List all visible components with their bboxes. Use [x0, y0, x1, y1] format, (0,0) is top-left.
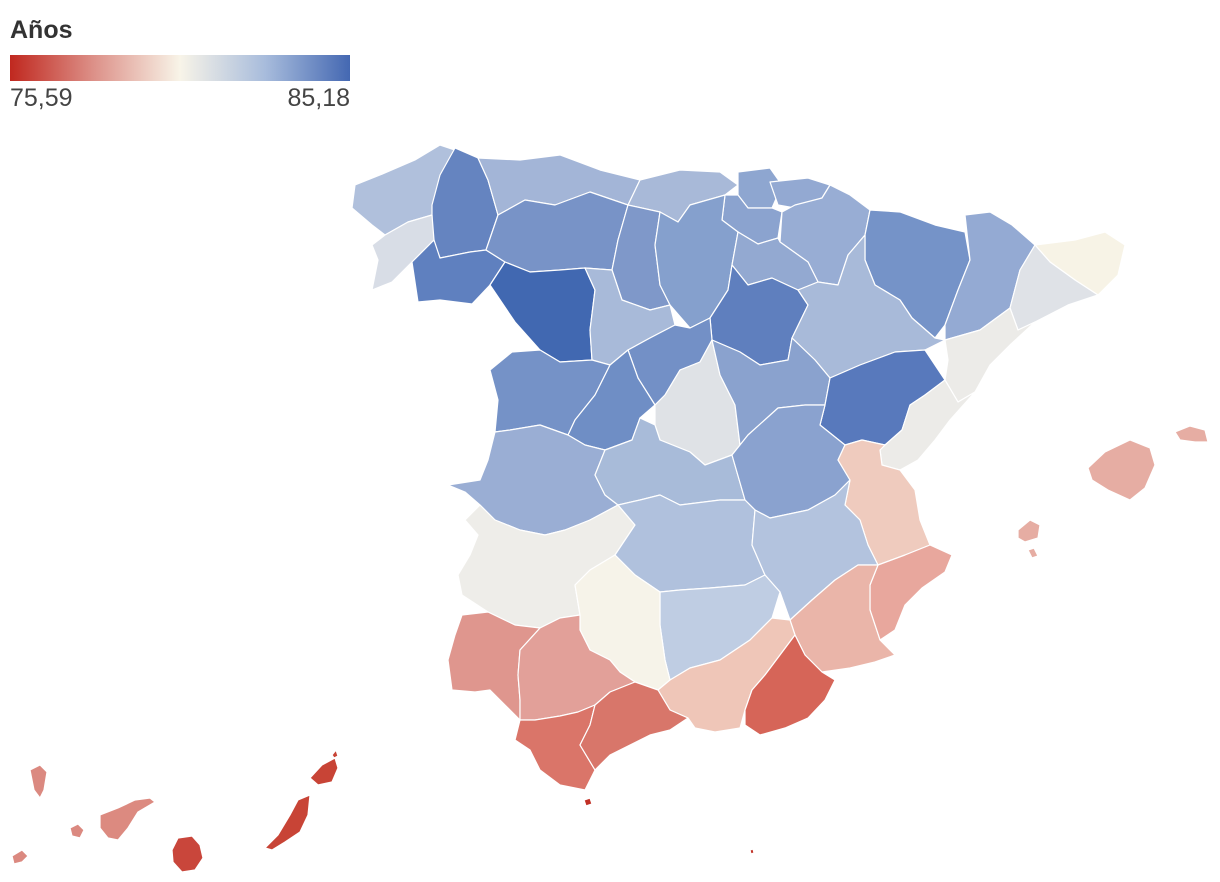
region-lanzarote[interactable] [309, 749, 339, 786]
legend-labels: 75,59 85,18 [10, 84, 350, 114]
region-pontevedra[interactable] [371, 214, 435, 291]
region-tenerife[interactable] [99, 797, 156, 841]
region-gran-canaria[interactable] [171, 835, 204, 873]
legend-color-scale [10, 55, 350, 81]
region-fuerteventura[interactable] [264, 794, 311, 851]
region-menorca[interactable] [1174, 425, 1209, 443]
legend-min-label: 75,59 [10, 84, 73, 112]
legend: Años 75,59 85,18 [10, 14, 350, 114]
region-ceuta[interactable] [583, 797, 755, 855]
region-ibiza[interactable] [1017, 519, 1041, 559]
region-mallorca[interactable] [1087, 439, 1156, 501]
legend-title: Años [10, 16, 73, 44]
region-malaga[interactable] [579, 681, 689, 771]
region-zamora[interactable] [489, 261, 596, 363]
region-almeria[interactable] [744, 634, 836, 736]
legend-max-label: 85,18 [287, 84, 350, 112]
region-la-palma[interactable] [11, 764, 85, 865]
region-tarragona[interactable] [944, 307, 1036, 403]
